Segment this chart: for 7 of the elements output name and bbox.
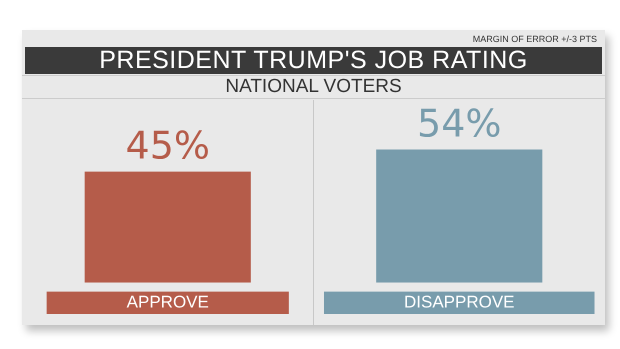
text: MARGIN OF ERROR +/-3 PTS [472, 34, 597, 44]
chart-subtitle: NATIONAL VOTERS [22, 75, 605, 99]
data-label: 54% [417, 101, 502, 146]
x-tick-label: APPROVE [126, 292, 209, 312]
chart-title: PRESIDENT TRUMP'S JOB RATING [25, 46, 602, 74]
x-tick-label: DISAPPROVE [404, 292, 515, 312]
data-label: 45% [126, 124, 210, 168]
